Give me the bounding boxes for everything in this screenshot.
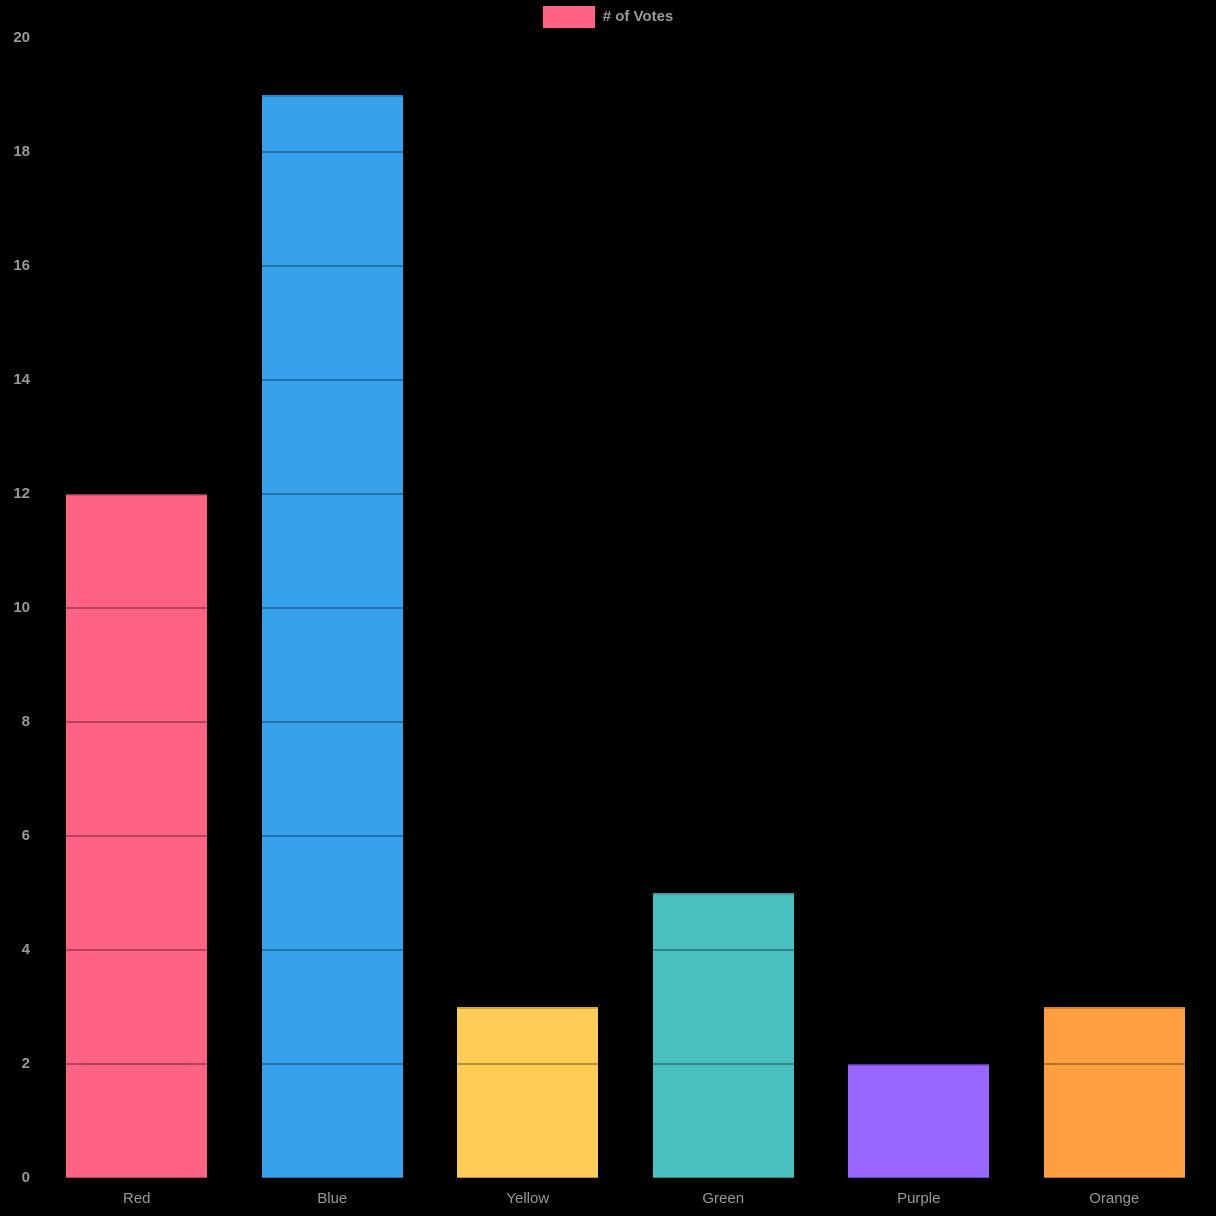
bar-yellow[interactable] [457, 1007, 599, 1178]
y-tick-label-12: 12 [13, 485, 30, 502]
x-tick-label-blue: Blue [317, 1190, 348, 1207]
y-tick-label-2: 2 [21, 1055, 30, 1072]
bar-blue[interactable] [261, 95, 403, 1178]
legend-swatch [542, 6, 595, 28]
gridline-2 [39, 1063, 1212, 1065]
gridline-6 [39, 835, 1212, 837]
y-tick-label-0: 0 [21, 1169, 30, 1186]
y-tick-label-14: 14 [13, 371, 30, 388]
gridline-12 [39, 493, 1212, 495]
x-tick-label-orange: Orange [1089, 1190, 1140, 1207]
x-tick-label-red: Red [122, 1190, 151, 1207]
y-tick-label-18: 18 [13, 143, 30, 160]
gridline-20 [39, 37, 1212, 39]
gridline-18 [39, 151, 1212, 153]
bar-orange[interactable] [1043, 1007, 1185, 1178]
gridline-0 [39, 1177, 1212, 1179]
bar-purple[interactable] [848, 1064, 990, 1178]
x-tick-label-green: Green [702, 1190, 745, 1207]
x-tick-label-purple: Purple [897, 1190, 941, 1207]
gridline-4 [39, 949, 1212, 951]
gridline-10 [39, 607, 1212, 609]
y-tick-label-4: 4 [21, 941, 30, 958]
gridline-8 [39, 721, 1212, 723]
y-tick-label-20: 20 [13, 29, 30, 46]
gridline-14 [39, 379, 1212, 381]
y-tick-label-6: 6 [21, 827, 30, 844]
legend: # of Votes [0, 6, 1216, 28]
bar-green[interactable] [652, 893, 794, 1178]
y-tick-label-10: 10 [13, 599, 30, 616]
x-tick-label-yellow: Yellow [506, 1190, 550, 1207]
bar-red[interactable] [66, 494, 208, 1178]
y-tick-label-8: 8 [21, 713, 30, 730]
legend-item-votes[interactable]: # of Votes [542, 6, 674, 28]
y-tick-label-16: 16 [13, 257, 30, 274]
legend-label: # of Votes [602, 8, 674, 25]
gridline-16 [39, 265, 1212, 267]
